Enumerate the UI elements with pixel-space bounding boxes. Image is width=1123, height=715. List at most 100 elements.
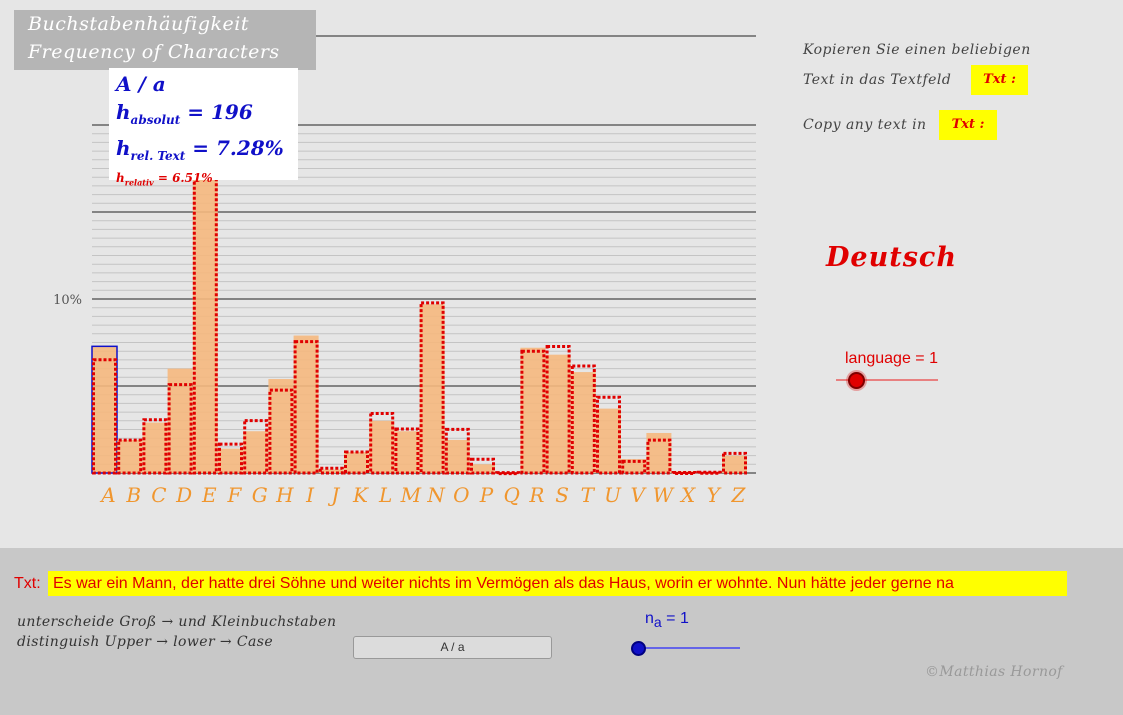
- copyright: ©Matthias Hornof: [925, 664, 1063, 680]
- x-tick-label-v: V: [630, 483, 647, 507]
- x-tick-label-g: G: [252, 483, 268, 507]
- bar-f: [218, 448, 243, 473]
- x-tick-label-u: U: [604, 483, 622, 507]
- language-slider-handle[interactable]: [848, 372, 865, 389]
- chart-bars: [91, 163, 747, 474]
- reference-outline-t: [570, 364, 596, 475]
- y-tick-label: 10%: [53, 293, 82, 308]
- h-relativ-value: = 6.51%: [157, 171, 213, 185]
- selected-letter: A / a: [116, 72, 166, 96]
- language-slider-label: language = 1: [845, 350, 938, 367]
- x-tick-label-n: N: [426, 483, 446, 507]
- text-input-field[interactable]: Es war ein Mann, der hatte drei Söhne un…: [48, 571, 1067, 596]
- x-tick-label-t: T: [581, 483, 596, 507]
- x-tick-label-m: M: [400, 483, 422, 507]
- bar-b: [117, 439, 143, 473]
- x-tick-label-h: H: [275, 483, 294, 507]
- case-toggle-button[interactable]: A / a: [353, 636, 552, 659]
- bar-i: [293, 335, 319, 473]
- reference-outline-x: [671, 470, 697, 475]
- bar-s: [545, 354, 571, 473]
- bar-m: [394, 431, 420, 473]
- reference-outline-g: [243, 419, 269, 475]
- bar-o: [444, 439, 470, 473]
- reference-outline-u: [596, 395, 621, 475]
- bar-j: [318, 469, 344, 473]
- reference-outline-n: [419, 301, 445, 475]
- bar-l: [369, 420, 395, 473]
- reference-outline-f: [218, 442, 243, 475]
- h-rel-text-line: hrel. Text = 7.28%: [116, 136, 284, 163]
- bar-z: [722, 455, 747, 473]
- reference-outline-m: [394, 427, 420, 475]
- x-tick-label-z: Z: [731, 483, 747, 507]
- h-relativ-line: hrelativ = 6.51%: [116, 171, 213, 188]
- bar-g: [243, 431, 269, 473]
- x-tick-label-l: L: [378, 483, 392, 507]
- x-tick-label-s: S: [555, 483, 569, 507]
- reference-outline-s: [545, 345, 571, 475]
- reference-outline-o: [444, 427, 470, 475]
- bar-n: [419, 304, 445, 473]
- x-tick-label-c: C: [151, 483, 166, 507]
- reference-outline-a: [92, 358, 117, 475]
- x-tick-label-x: X: [679, 483, 696, 507]
- x-tick-label-f: F: [227, 483, 243, 507]
- x-tick-label-b: B: [125, 483, 141, 507]
- instruction-de-line-1: Kopieren Sie einen beliebigen: [803, 42, 1031, 58]
- selected-letter-info: A / a habsolut = 196 hrel. Text = 7.28% …: [109, 68, 298, 187]
- language-slider-track[interactable]: [836, 379, 938, 381]
- case-option-de: unterscheide Groß → und Kleinbuchstaben: [17, 614, 337, 630]
- instruction-en-line-1: Copy any text in: [803, 117, 927, 133]
- x-tick-label-d: D: [175, 483, 192, 507]
- case-option-en: distinguish Upper → lower → Case: [17, 634, 274, 650]
- x-tick-label-w: W: [653, 483, 675, 507]
- reference-outline-w: [646, 438, 672, 475]
- chart-title: Buchstabenhäufigkeit Frequency of Charac…: [14, 10, 316, 70]
- x-tick-label-e: E: [201, 483, 217, 507]
- reference-outline-q: [495, 471, 521, 476]
- reference-outline-l: [369, 411, 395, 475]
- h-absolut-line: habsolut = 196: [116, 100, 253, 127]
- text-input-label: Txt:: [14, 575, 41, 592]
- reference-outline-z: [722, 451, 747, 475]
- reference-outline-b: [117, 438, 143, 475]
- reference-outline-i: [293, 340, 319, 475]
- reference-outline-k: [344, 450, 369, 475]
- x-tick-label-p: P: [479, 483, 494, 507]
- bar-p: [470, 464, 495, 473]
- reference-outline-r: [520, 349, 546, 475]
- n-a-slider-label: na = 1: [645, 610, 689, 631]
- n-a-slider-handle[interactable]: [631, 641, 646, 656]
- instruction-de-line-2: Text in das Textfeld: [803, 72, 952, 88]
- title-line-2: Frequency of Characters: [28, 41, 280, 63]
- bar-k: [344, 452, 369, 473]
- txt-badge-en: Txt :: [939, 110, 997, 140]
- reference-outline-j: [318, 466, 344, 475]
- x-tick-label-o: O: [453, 483, 469, 507]
- txt-badge-de: Txt :: [971, 65, 1028, 95]
- x-tick-label-j: J: [327, 483, 340, 507]
- bar-e: [192, 163, 218, 473]
- x-tick-label-a: A: [99, 483, 115, 507]
- x-tick-label-k: K: [352, 483, 369, 507]
- x-tick-label-q: Q: [503, 483, 519, 507]
- bar-r: [520, 347, 546, 473]
- reference-outline-y: [696, 470, 722, 475]
- reference-outline-v: [621, 459, 647, 475]
- x-tick-label-y: Y: [707, 483, 722, 507]
- x-tick-label-i: I: [305, 483, 315, 507]
- bar-a: [92, 346, 117, 473]
- chart-reference-outlines: [92, 168, 747, 476]
- n-a-slider-track[interactable]: [638, 647, 740, 649]
- reference-outline-c: [142, 418, 168, 475]
- bar-t: [570, 372, 596, 473]
- reference-outline-h: [268, 388, 294, 475]
- reference-outline-p: [470, 457, 495, 475]
- bar-u: [596, 408, 621, 473]
- reference-outline-d: [167, 383, 193, 475]
- h-absolut-value: = 196: [187, 100, 253, 124]
- h-rel-text-value: = 7.28%: [192, 136, 284, 160]
